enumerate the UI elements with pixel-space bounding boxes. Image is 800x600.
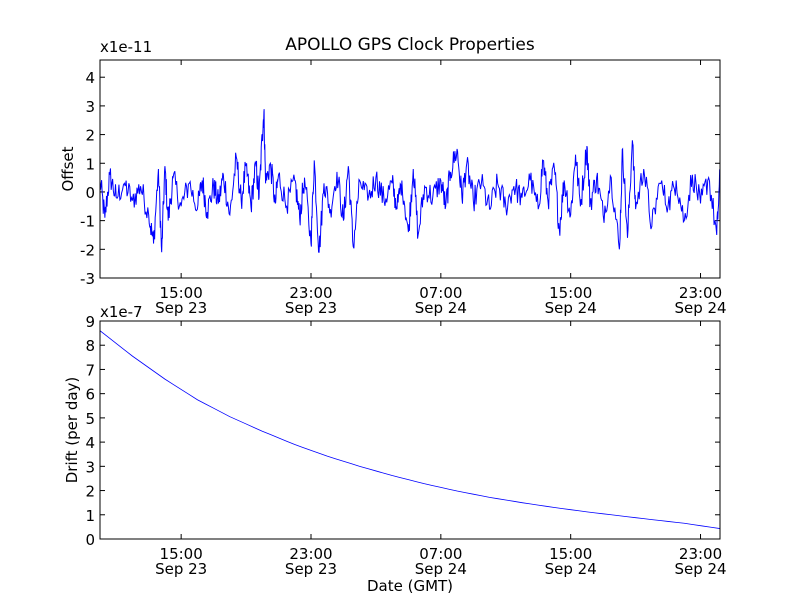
drift-xtick-date: Sep 23 [155,560,207,578]
drift-xtick-date: Sep 24 [545,560,597,578]
offset-ytick-label: 3 [85,98,95,116]
offset-ytick-label: 2 [85,127,95,145]
offset-xtick-time: 15:00 [160,284,203,302]
offset-xtick-time: 23:00 [679,284,722,302]
drift-plot-area [100,330,720,529]
drift-ylabel: Drift (per day) [63,377,81,484]
offset-plot-area [100,109,720,253]
offset-multiplier: x1e-11 [100,38,152,56]
offset-xtick-time: 15:00 [549,284,592,302]
drift-ytick-label: 7 [85,361,95,379]
drift-xtick-time: 07:00 [419,545,462,563]
drift-ytick-label: 0 [85,531,95,549]
drift-ytick-label: 1 [85,507,95,525]
drift-xlabel: Date (GMT) [367,577,453,595]
offset-ytick-label: 1 [85,155,95,173]
offset-axes-frame [99,59,721,279]
drift-ytick-label: 4 [85,434,95,452]
chart-title: APOLLO GPS Clock Properties [285,35,535,55]
offset-xtick-date: Sep 24 [545,299,597,317]
drift-ytick-label: 3 [85,458,95,476]
offset-ytick-label: -1 [80,213,95,231]
offset-xtick-date: Sep 24 [415,299,467,317]
offset-xtick-date: Sep 24 [674,299,726,317]
drift-xtick-date: Sep 24 [674,560,726,578]
offset-xtick-time: 23:00 [289,284,332,302]
offset-ylabel: Offset [59,146,77,191]
drift-ytick-label: 5 [85,410,95,428]
offset-ytick-label: -3 [80,270,95,288]
drift-ytick-label: 8 [85,337,95,355]
offset-xtick-time: 07:00 [419,284,462,302]
offset-yticks: -3 -2 -1 0 1 2 3 4 [80,69,720,288]
drift-xtick-date: Sep 24 [415,560,467,578]
drift-ytick-label: 2 [85,483,95,501]
drift-series-line [100,330,720,529]
drift-xtick-time: 23:00 [679,545,722,563]
offset-ytick-label: 4 [85,69,95,87]
offset-series-line [100,109,720,253]
drift-ytick-label: 6 [85,386,95,404]
drift-ytick-label: 9 [85,313,95,331]
drift-xtick-time: 15:00 [160,545,203,563]
offset-ytick-label: 0 [85,184,95,202]
offset-xtick-date: Sep 23 [155,299,207,317]
offset-ytick-label: -2 [80,241,95,259]
drift-axes-frame [99,320,721,540]
drift-xtick-date: Sep 23 [285,560,337,578]
drift-multiplier: x1e-7 [100,303,143,321]
offset-xtick-date: Sep 23 [285,299,337,317]
drift-xtick-time: 15:00 [549,545,592,563]
drift-xtick-time: 23:00 [289,545,332,563]
